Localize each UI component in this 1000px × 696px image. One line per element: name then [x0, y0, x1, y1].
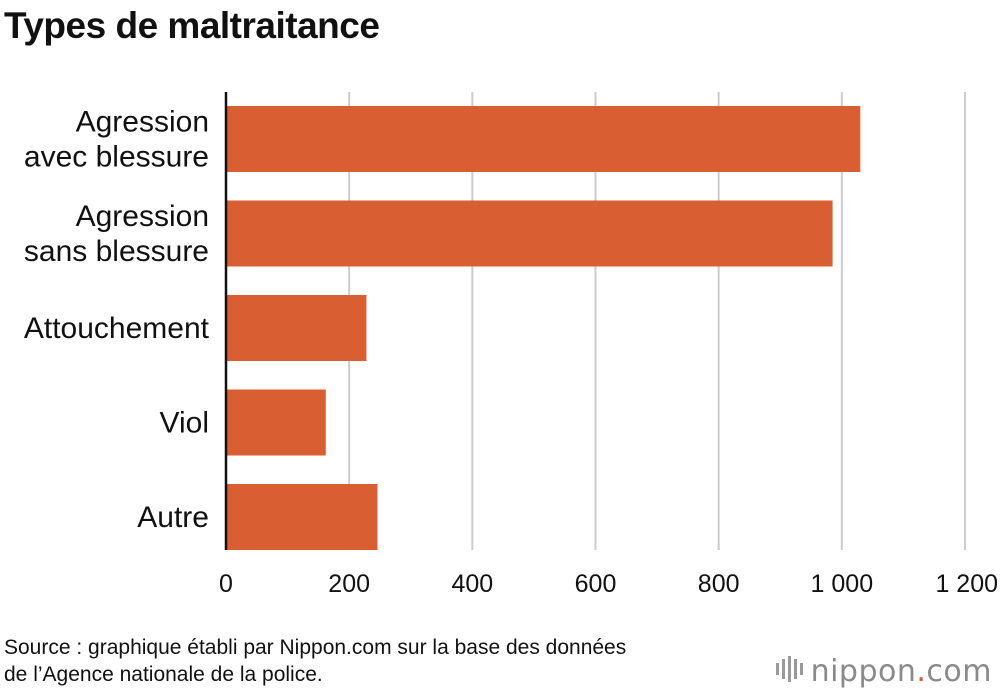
category-label-2: Attouchement	[24, 312, 210, 345]
bar-1	[226, 200, 833, 267]
bar-4	[226, 484, 378, 550]
source-note: Source : graphique établi par Nippon.com…	[4, 634, 626, 688]
category-label-3: Viol	[160, 407, 209, 440]
nippon-logo-text: nippon.com	[811, 654, 992, 689]
category-label-0: Agression avec blessure	[24, 106, 209, 174]
logo-prefix: nippon	[810, 654, 917, 689]
logo-suffix: com	[926, 654, 992, 689]
nippon-logo: nippon.com	[775, 654, 992, 689]
tick-labels: 0 200 400 600 800 1 000 1 200	[219, 570, 998, 598]
tick-label-1200: 1 200	[935, 570, 998, 598]
source-line-1: Source : graphique établi par Nippon.com…	[4, 636, 627, 659]
tick-label-200: 200	[328, 570, 370, 598]
category-label-line: sans blessure	[24, 235, 209, 268]
chart-title: Types de maltraitance	[4, 5, 380, 46]
tick-label-0: 0	[219, 570, 233, 598]
nippon-logo-icon	[775, 656, 803, 687]
category-label-1: Agression sans blessure	[24, 200, 209, 268]
tick-label-1000: 1 000	[811, 570, 874, 598]
source-line-2: de l’Agence nationale de la police.	[4, 663, 323, 686]
category-label-line: Agression	[76, 200, 209, 233]
bar-3	[226, 389, 326, 456]
category-label-4: Autre	[137, 501, 209, 534]
category-label-line: Viol	[160, 407, 209, 440]
category-label-line: Agression	[76, 106, 209, 139]
category-label-line: avec blessure	[24, 141, 209, 174]
bar-0	[226, 106, 861, 172]
bar-2	[226, 295, 367, 361]
category-label-line: Autre	[137, 501, 209, 534]
tick-label-600: 600	[575, 570, 617, 598]
category-label-line: Attouchement	[24, 312, 210, 345]
logo-dot: .	[916, 654, 927, 689]
tick-label-800: 800	[698, 570, 740, 598]
bars	[226, 106, 861, 550]
tick-label-400: 400	[451, 570, 493, 598]
